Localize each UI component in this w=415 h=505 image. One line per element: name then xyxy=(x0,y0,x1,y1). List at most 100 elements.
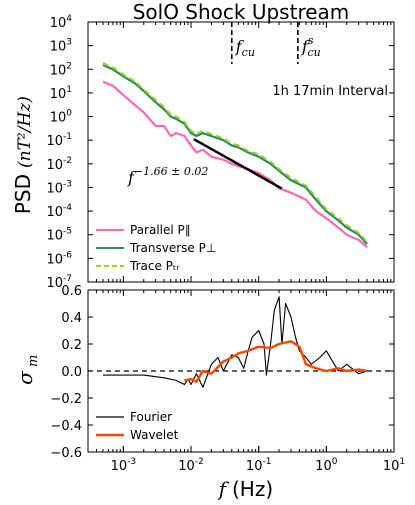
sigma-y-tick-label: −0.2 xyxy=(50,392,82,407)
vline-label-0: fcu xyxy=(235,37,255,59)
sigma-ylabel: σ xyxy=(13,370,37,385)
psd-y-tick-label-exp: 0 xyxy=(66,109,72,119)
sigma-panel: 0.60.40.20.0−0.2−0.4−0.6 10-3 10-2 10-1 100… xyxy=(13,284,405,501)
sigma-x-tick-label: 10-2 xyxy=(178,457,204,474)
psd-y-tick-label: 103 xyxy=(50,38,72,55)
psd-y-tick-label-base: 10 xyxy=(46,181,63,196)
psd-y-tick-label-base: 10 xyxy=(50,16,67,31)
psd-legend-label-0: Parallel P∥ xyxy=(130,223,191,237)
fit-label-base: f xyxy=(127,168,137,187)
sigma-x-tick-label-exp: -3 xyxy=(127,457,136,467)
psd-legend: Parallel P∥ Transverse P⊥ Trace Pₜᵣ xyxy=(96,223,216,273)
characteristic-frequencies: fcu fs cu xyxy=(230,22,321,64)
psd-y-tick-label-base: 10 xyxy=(46,229,63,244)
sigma-series-line-1 xyxy=(184,340,368,383)
x-axis-label: f (Hz) xyxy=(217,477,274,501)
sigma-legend: Fourier Wavelet xyxy=(96,410,179,442)
psd-ylabel-math: (nT²/Hz) xyxy=(15,96,35,168)
psd-y-axis-label: PSD (nT²/Hz) xyxy=(11,96,35,214)
sigma-x-tick-label: 100 xyxy=(315,457,338,474)
psd-series xyxy=(102,62,368,248)
sigma-x-tick-label-exp: 1 xyxy=(399,457,405,467)
psd-series-line-1 xyxy=(102,64,368,245)
psd-y-tick-label-base: 10 xyxy=(46,158,63,173)
sigma-y-tick-label: 0.6 xyxy=(61,284,82,299)
psd-y-ticks: 10410310210110010-110-210-310-410-510-61… xyxy=(46,14,394,291)
vline-label-1: fs cu xyxy=(301,34,321,59)
psd-y-tick-label-exp: 2 xyxy=(66,61,72,71)
sigma-y-tick-label: −0.6 xyxy=(50,446,82,461)
sigma-x-tick-label: 10-1 xyxy=(246,457,272,474)
sigma-x-tick-label-base: 10 xyxy=(383,459,400,474)
psd-y-tick-label-exp: -1 xyxy=(63,132,72,142)
psd-y-tick-label: 100 xyxy=(50,109,73,126)
sigma-axes-frame xyxy=(87,289,395,453)
psd-y-tick-label-base: 10 xyxy=(50,111,67,126)
psd-y-tick-label: 10-2 xyxy=(46,156,72,173)
psd-y-tick-label-exp: 3 xyxy=(66,38,72,48)
vline-label-sub: cu xyxy=(307,46,320,59)
psd-y-tick-label-base: 10 xyxy=(46,276,63,291)
psd-y-tick-label-exp: -7 xyxy=(63,274,72,284)
psd-series-line-2 xyxy=(102,62,368,243)
sigma-x-tick-label-base: 10 xyxy=(178,459,195,474)
interval-annotation: 1h 17min Interval xyxy=(272,84,388,99)
sigma-x-tick-label-base: 10 xyxy=(111,459,128,474)
psd-legend-label-2: Trace Pₜᵣ xyxy=(129,259,180,273)
psd-y-tick-label-base: 10 xyxy=(46,205,63,220)
psd-y-tick-label-base: 10 xyxy=(46,134,63,149)
sigma-x-tick-label-base: 10 xyxy=(315,459,332,474)
psd-y-tick-label-base: 10 xyxy=(50,87,67,102)
power-law-fit: f−1.66 ± 0.02 xyxy=(127,138,283,190)
vline-label-sup: s xyxy=(308,34,314,47)
sigma-series xyxy=(103,296,368,388)
vline-label-sub: cu xyxy=(242,46,255,59)
psd-y-tick-label: 10-5 xyxy=(46,227,72,244)
sigma-y-tick-label: 0.4 xyxy=(61,311,82,326)
sigma-x-tick-label-exp: -1 xyxy=(262,457,271,467)
xlabel-math: f xyxy=(217,477,230,501)
sigma-legend-label-0: Fourier xyxy=(130,410,172,424)
sigma-x-tick-label: 10-3 xyxy=(111,457,137,474)
sigma-y-tick-label: 0.0 xyxy=(61,365,82,380)
psd-y-tick-label-exp: 4 xyxy=(66,14,72,24)
psd-y-tick-label: 10-6 xyxy=(46,250,72,267)
psd-ylabel-main: PSD xyxy=(11,174,35,214)
sigma-series-line-0 xyxy=(103,296,368,388)
psd-y-tick-label-base: 10 xyxy=(50,63,67,78)
sigma-x-tick-label-exp: -2 xyxy=(195,457,204,467)
psd-y-tick-label: 10-7 xyxy=(46,274,72,291)
psd-y-tick-label: 10-1 xyxy=(46,132,72,149)
sigma-ylabel-sub: m xyxy=(26,355,41,367)
psd-y-tick-label-exp: -5 xyxy=(63,227,72,237)
sigma-legend-label-1: Wavelet xyxy=(130,428,179,442)
sigma-x-tick-label: 101 xyxy=(383,457,405,474)
psd-y-tick-label: 104 xyxy=(50,14,73,31)
psd-y-tick-label: 10-4 xyxy=(46,203,72,220)
sigma-y-tick-label: 0.2 xyxy=(61,338,82,353)
psd-y-tick-label: 10-3 xyxy=(46,179,72,196)
psd-y-tick-label: 101 xyxy=(50,85,72,102)
sigma-y-tick-label: −0.4 xyxy=(50,419,82,434)
fit-line xyxy=(193,138,283,190)
fit-label-exponent: −1.66 ± 0.02 xyxy=(134,165,208,178)
sigma-x-tick-label-base: 10 xyxy=(246,459,263,474)
sigma-x-ticks: 10-3 10-2 10-1 100 101 xyxy=(87,290,405,474)
psd-series-line-0 xyxy=(102,80,368,248)
fit-label: f−1.66 ± 0.02 xyxy=(127,165,208,187)
psd-y-tick-label-exp: 1 xyxy=(66,85,72,95)
vline-label-main: f xyxy=(301,37,311,56)
psd-y-tick-label-exp: -6 xyxy=(63,250,72,260)
xlabel-unit: (Hz) xyxy=(232,477,273,501)
psd-y-tick-label-base: 10 xyxy=(46,252,63,267)
sigma-y-axis-label: σ m xyxy=(13,355,41,385)
sigma-x-tick-label-exp: 0 xyxy=(332,457,338,467)
psd-y-tick-label-base: 10 xyxy=(50,40,67,55)
psd-y-tick-label-exp: -2 xyxy=(63,156,72,166)
psd-legend-label-1: Transverse P⊥ xyxy=(129,241,216,255)
psd-y-tick-label: 102 xyxy=(50,61,72,78)
psd-y-tick-label-exp: -4 xyxy=(63,203,72,213)
psd-y-tick-label-exp: -3 xyxy=(63,179,72,189)
psd-panel: SolO Shock Upstream 10410310210110010-11… xyxy=(11,0,395,291)
